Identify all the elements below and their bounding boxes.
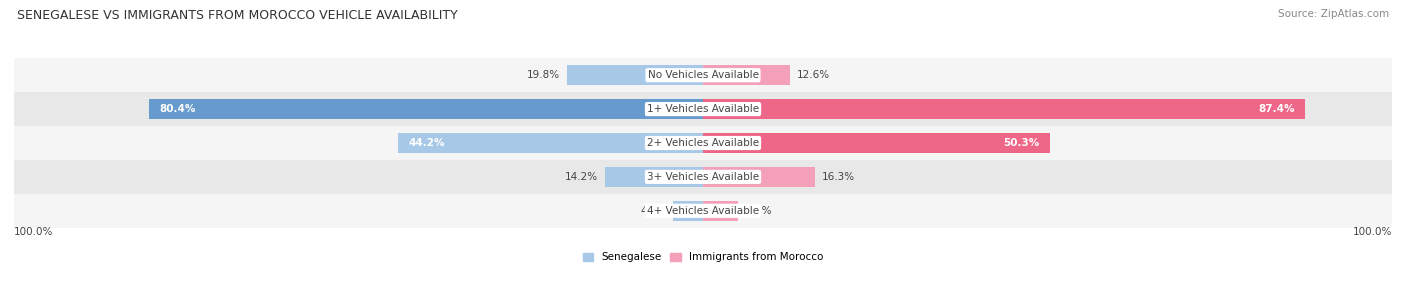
Bar bbox=[703, 133, 1049, 153]
Text: 4+ Vehicles Available: 4+ Vehicles Available bbox=[647, 206, 759, 216]
Text: No Vehicles Available: No Vehicles Available bbox=[648, 70, 758, 80]
Text: Source: ZipAtlas.com: Source: ZipAtlas.com bbox=[1278, 9, 1389, 19]
Text: 80.4%: 80.4% bbox=[159, 104, 195, 114]
Legend: Senegalese, Immigrants from Morocco: Senegalese, Immigrants from Morocco bbox=[582, 252, 824, 262]
Bar bbox=[14, 58, 1392, 92]
Text: 100.0%: 100.0% bbox=[1353, 227, 1392, 237]
Text: 14.2%: 14.2% bbox=[565, 172, 599, 182]
Bar bbox=[703, 65, 790, 86]
Bar bbox=[14, 194, 1392, 228]
Bar bbox=[14, 126, 1392, 160]
Bar bbox=[14, 160, 1392, 194]
Text: 100.0%: 100.0% bbox=[14, 227, 53, 237]
Text: 16.3%: 16.3% bbox=[823, 172, 855, 182]
Bar bbox=[673, 200, 703, 221]
Text: SENEGALESE VS IMMIGRANTS FROM MOROCCO VEHICLE AVAILABILITY: SENEGALESE VS IMMIGRANTS FROM MOROCCO VE… bbox=[17, 9, 457, 21]
Bar bbox=[14, 92, 1392, 126]
Bar bbox=[703, 200, 738, 221]
Text: 4.3%: 4.3% bbox=[640, 206, 666, 216]
Text: 3+ Vehicles Available: 3+ Vehicles Available bbox=[647, 172, 759, 182]
Bar bbox=[398, 133, 703, 153]
Text: 19.8%: 19.8% bbox=[527, 70, 560, 80]
Text: 2+ Vehicles Available: 2+ Vehicles Available bbox=[647, 138, 759, 148]
Text: 12.6%: 12.6% bbox=[797, 70, 830, 80]
Bar bbox=[703, 99, 1305, 119]
Text: 1+ Vehicles Available: 1+ Vehicles Available bbox=[647, 104, 759, 114]
Bar bbox=[703, 167, 815, 187]
Text: 50.3%: 50.3% bbox=[1002, 138, 1039, 148]
Bar bbox=[149, 99, 703, 119]
Text: 87.4%: 87.4% bbox=[1258, 104, 1295, 114]
Text: 44.2%: 44.2% bbox=[409, 138, 446, 148]
Bar bbox=[567, 65, 703, 86]
Text: 5.1%: 5.1% bbox=[745, 206, 772, 216]
Bar bbox=[605, 167, 703, 187]
